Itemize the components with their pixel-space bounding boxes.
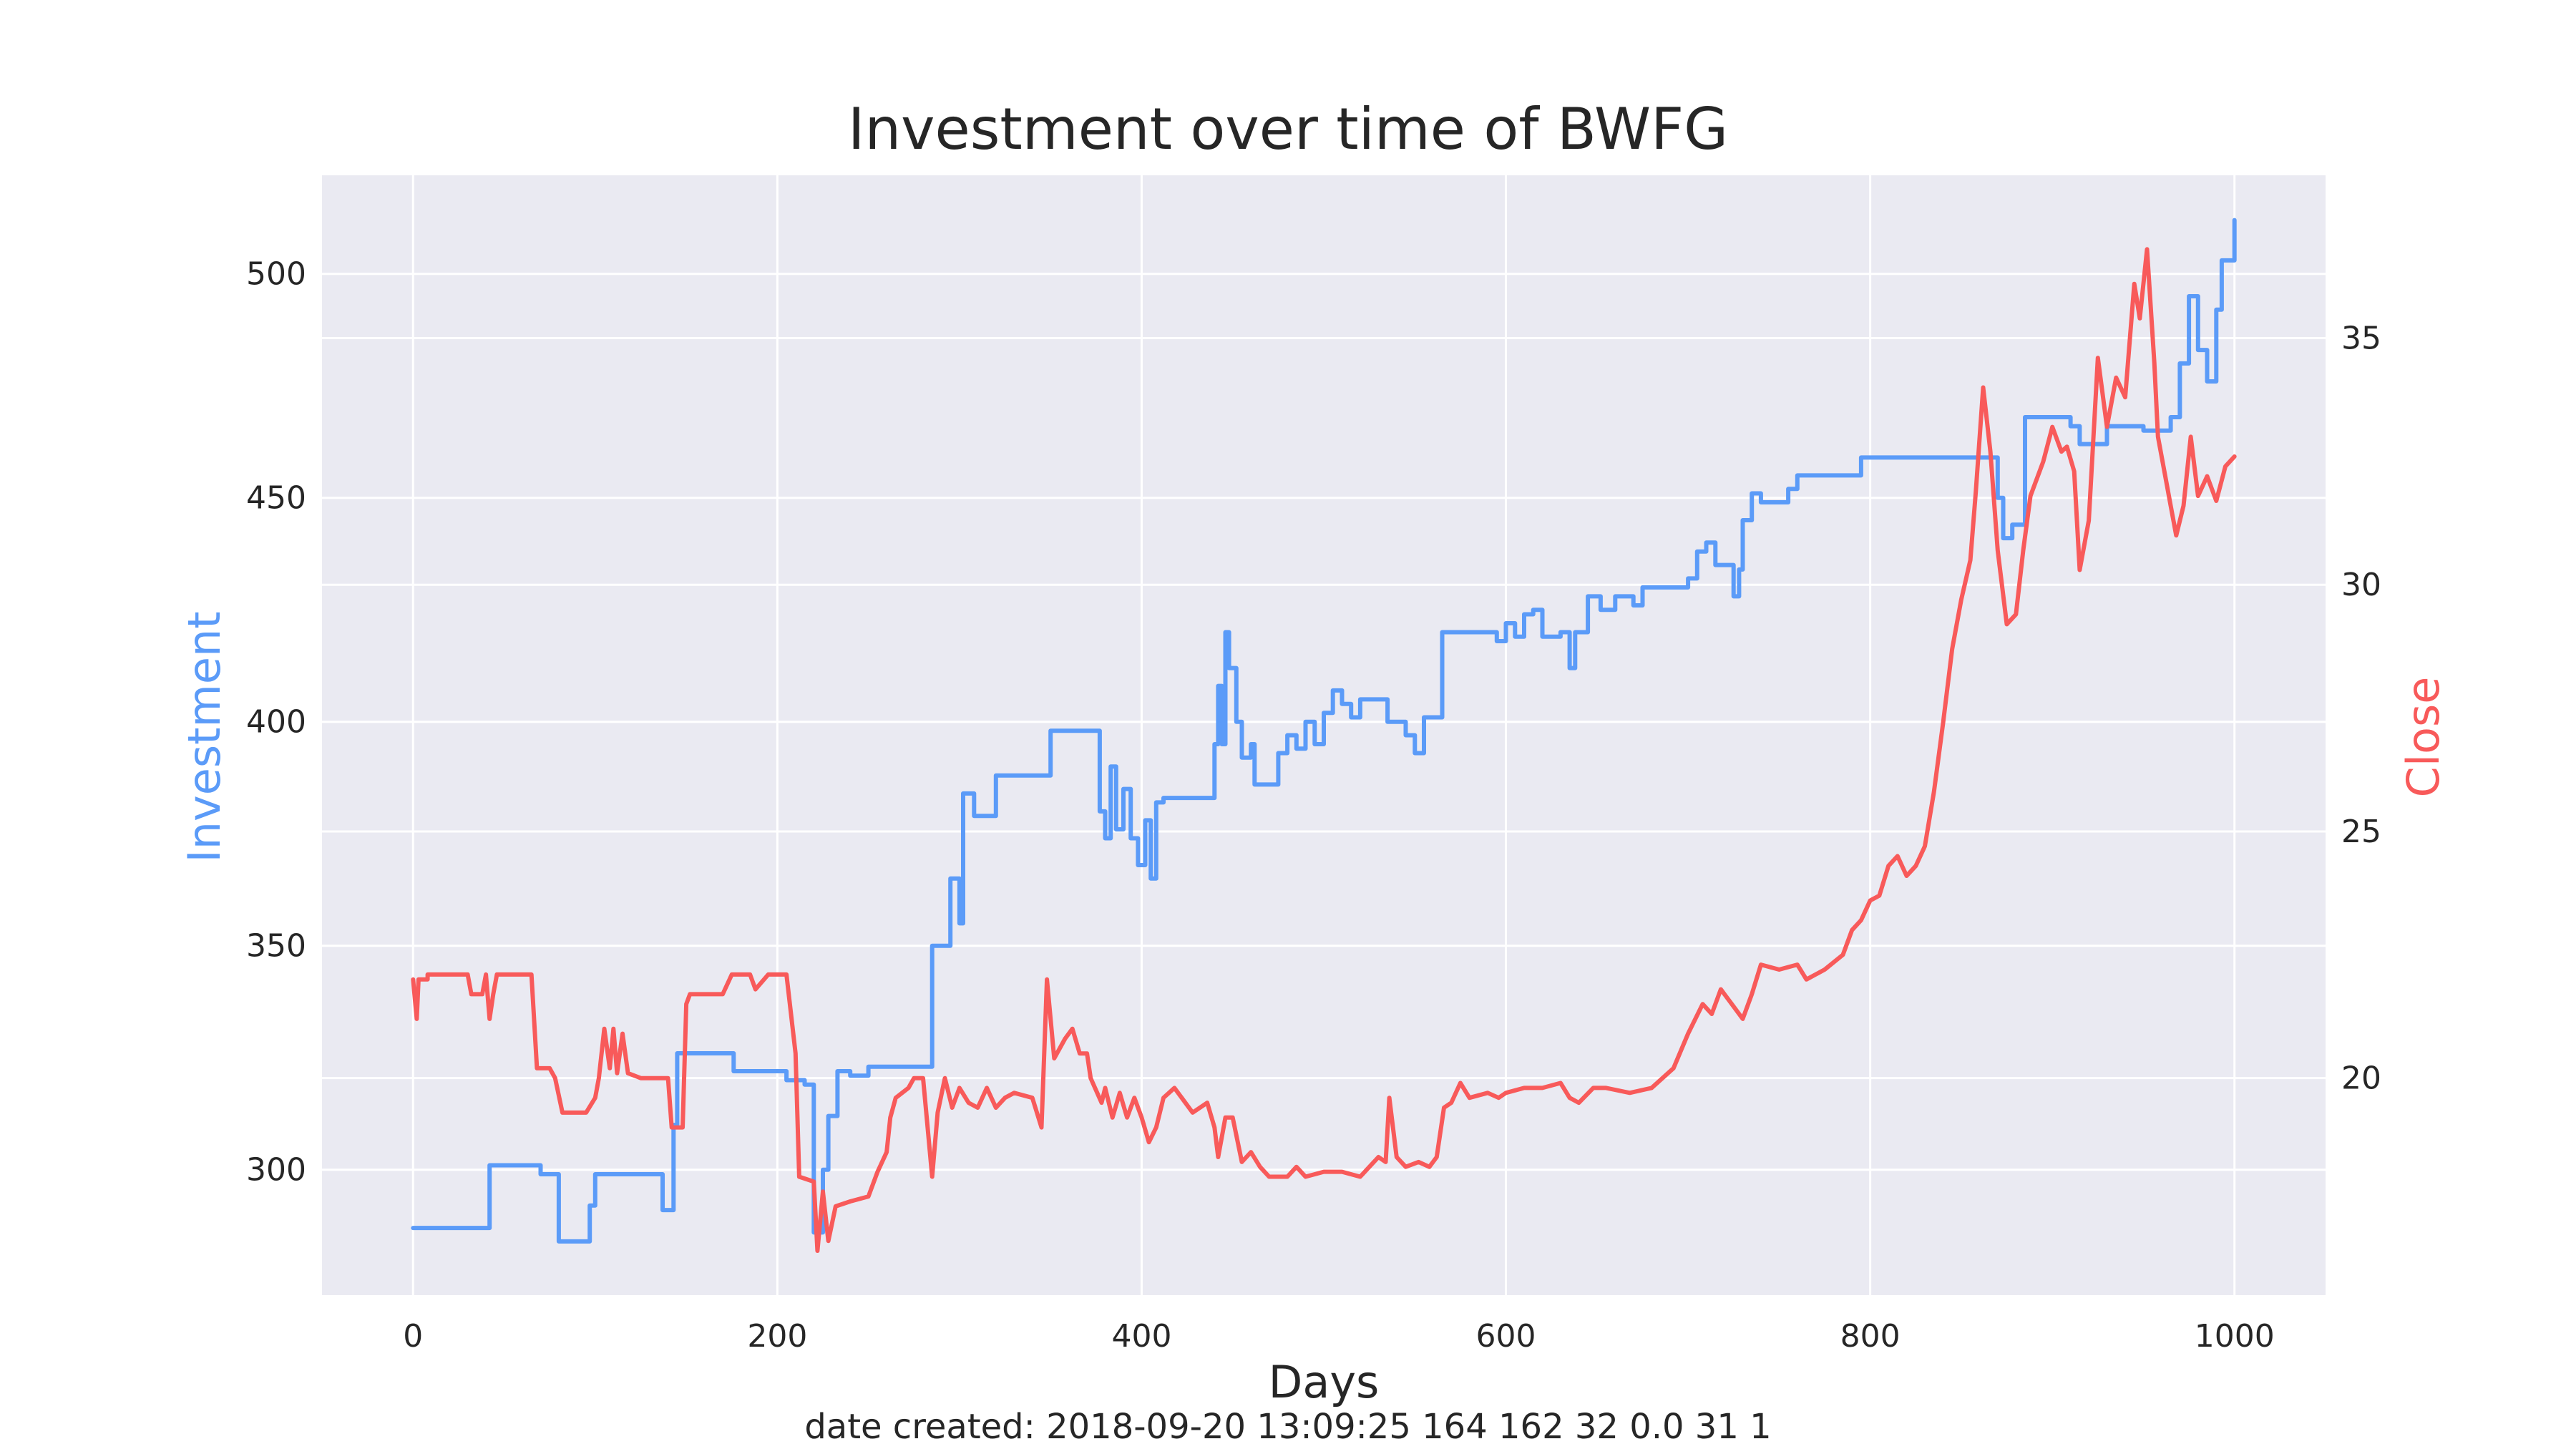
y-gridlines — [322, 273, 2326, 1171]
y-left-tick-label: 400 — [246, 704, 306, 741]
y-left-tick-labels: 300 350 400 450 500 — [246, 256, 306, 1189]
y-left-tick-label: 300 — [246, 1152, 306, 1189]
y-right-tick-label: 25 — [2341, 814, 2381, 850]
y-right-tick-label: 30 — [2341, 567, 2381, 603]
y-right-tick-label: 35 — [2341, 321, 2381, 357]
x-tick-label: 0 — [403, 1318, 423, 1355]
y-right-tick-labels: 20 25 30 35 — [2341, 321, 2381, 1097]
x-tick-label: 600 — [1476, 1318, 1536, 1355]
x-tick-label: 800 — [1840, 1318, 1901, 1355]
x-axis-title: Days — [1269, 1356, 1380, 1408]
x-tick-label: 1000 — [2195, 1318, 2275, 1355]
y-left-tick-label: 500 — [246, 256, 306, 293]
y-right-axis-title: Close — [2397, 677, 2449, 798]
y-left-tick-label: 350 — [246, 928, 306, 965]
y-left-axis-title: Investment — [178, 611, 230, 862]
x-tick-label: 400 — [1111, 1318, 1171, 1355]
x-gridlines — [411, 175, 2236, 1295]
x-tick-labels: 0 200 400 600 800 1000 — [403, 1318, 2274, 1355]
y-right-tick-label: 20 — [2341, 1060, 2381, 1097]
series-line-close — [411, 247, 2237, 1253]
series-lines — [411, 218, 2237, 1253]
x-tick-label: 200 — [747, 1318, 807, 1355]
footer-date-created: date created: 2018-09-20 13:09:25 164 16… — [804, 1407, 1771, 1447]
series-line-investment — [411, 218, 2237, 1244]
chart-title: Investment over time of BWFG — [848, 96, 1728, 162]
y-left-tick-label: 450 — [246, 480, 306, 517]
